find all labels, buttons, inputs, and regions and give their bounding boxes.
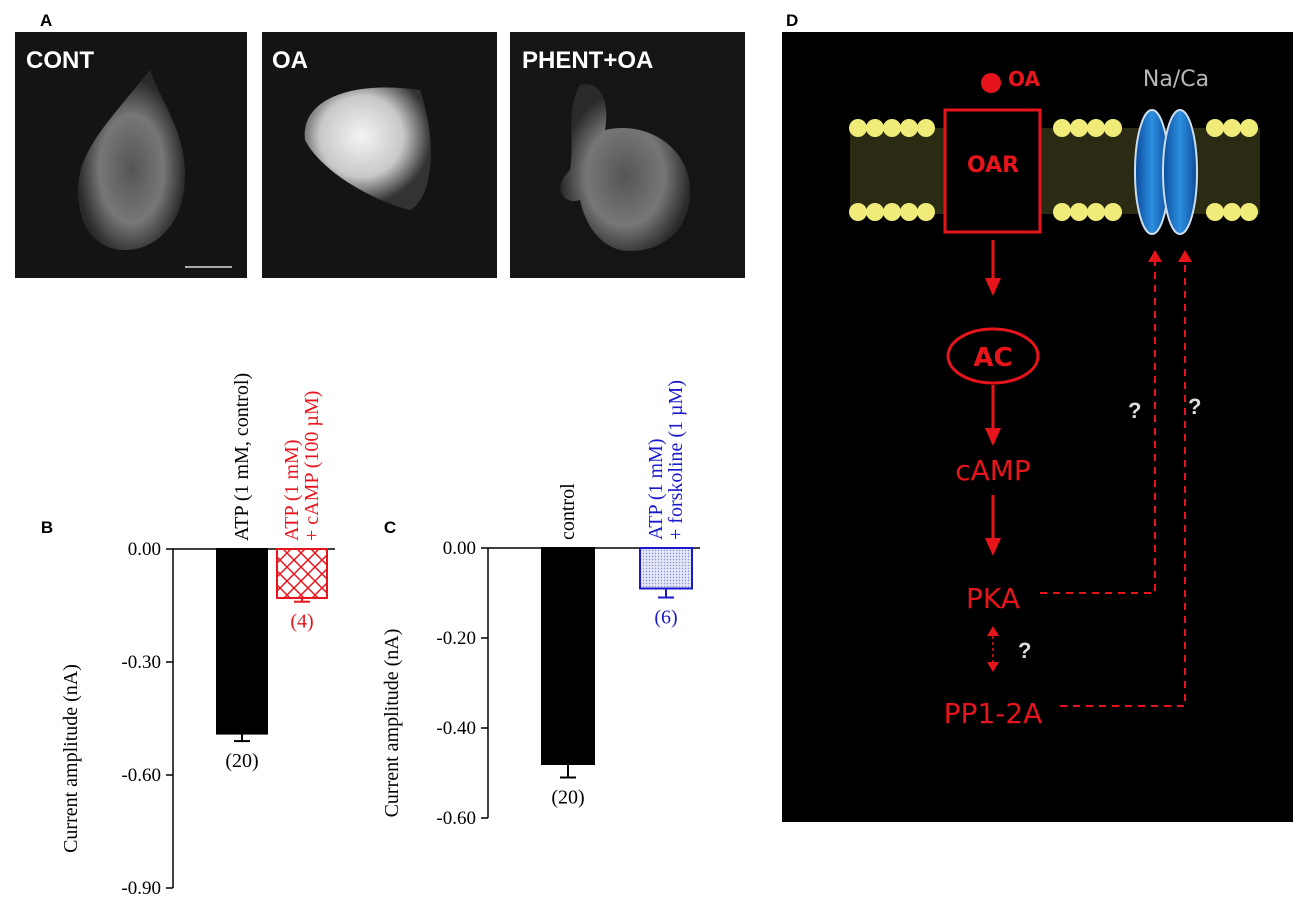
micrograph — [15, 32, 247, 278]
y-axis-label: Current amplitude (nA) — [60, 664, 82, 853]
category-label: + forskoline (1 µM) — [665, 380, 687, 540]
unknown-mark: ? — [1188, 394, 1201, 419]
node-label: PKA — [966, 582, 1020, 615]
node-ellipse — [946, 327, 1040, 385]
membrane-core — [850, 128, 1260, 214]
lipid-head — [1053, 203, 1071, 221]
category-label: ATP (1 mM) — [645, 439, 667, 540]
bar — [541, 547, 595, 765]
channel — [1134, 109, 1198, 235]
lipid-head — [900, 203, 918, 221]
ligand-dot — [981, 73, 1001, 93]
pathway-arrows — [985, 240, 1001, 556]
bar — [276, 548, 328, 599]
bar — [216, 548, 268, 735]
arrow-heads — [987, 250, 1192, 672]
lipid-head — [1070, 203, 1088, 221]
lipid-head — [917, 119, 935, 137]
y-tick-label: -0.60 — [436, 808, 476, 829]
y-tick-label: 0.00 — [128, 539, 161, 560]
lipid-head — [1087, 119, 1105, 137]
node-label: PP1-2A — [944, 697, 1043, 730]
lipid-head — [1223, 203, 1241, 221]
unknown-mark: ? — [1018, 638, 1031, 663]
lipid-head — [866, 119, 884, 137]
membrane — [849, 119, 1260, 221]
lipid-head — [849, 119, 867, 137]
micrograph — [510, 32, 745, 278]
y-tick-label: -0.60 — [121, 765, 161, 786]
lipid-head — [1240, 203, 1258, 221]
category-label: ATP (1 mM) — [281, 440, 303, 541]
node-label: cAMP — [955, 454, 1031, 487]
lipid-head — [883, 203, 901, 221]
image-label: PHENT+OA — [522, 47, 653, 74]
lipid-head — [900, 119, 918, 137]
y-axis-label: Current amplitude (nA) — [381, 629, 403, 818]
lipid-head — [883, 119, 901, 137]
lipid-head — [1223, 119, 1241, 137]
y-tick-label: -0.90 — [121, 878, 161, 899]
bar-annotation: (6) — [654, 607, 677, 629]
bar-annotation: (4) — [290, 611, 313, 633]
unknown-mark: ? — [1128, 398, 1141, 423]
lipid-head — [1104, 119, 1122, 137]
lipid-head — [1240, 119, 1258, 137]
y-tick-label: 0.00 — [443, 538, 476, 559]
panel-label: B — [41, 518, 53, 537]
ligand-label: OA — [1008, 67, 1040, 91]
lipid-head — [1206, 203, 1224, 221]
lipid-head — [1070, 119, 1088, 137]
lipid-head — [1087, 203, 1105, 221]
panel-label: D — [786, 11, 798, 30]
lipid-head — [1053, 119, 1071, 137]
y-tick-label: -0.30 — [121, 652, 161, 673]
category-label: control — [557, 483, 579, 540]
micrograph — [262, 32, 497, 278]
lipid-head — [1206, 119, 1224, 137]
bar-annotation: (20) — [551, 787, 584, 809]
bar — [639, 547, 693, 590]
receptor-label: OAR — [967, 153, 1019, 178]
lipid-head — [917, 203, 935, 221]
receptor-box — [943, 108, 1042, 234]
node-label: AC — [973, 343, 1012, 373]
dashed-links — [992, 258, 1186, 707]
y-tick-label: -0.40 — [436, 718, 476, 739]
lipid-head — [866, 203, 884, 221]
panel-label: C — [384, 518, 396, 537]
category-label: + cAMP (100 µM) — [301, 391, 323, 541]
channel-label: Na/Ca — [1143, 67, 1209, 92]
image-label: OA — [272, 47, 308, 74]
y-tick-label: -0.20 — [436, 628, 476, 649]
lipid-head — [1104, 203, 1122, 221]
bar-annotation: (20) — [225, 750, 258, 772]
category-label: ATP (1 mM, control) — [231, 373, 253, 541]
lipid-head — [849, 203, 867, 221]
panel-label: A — [40, 11, 52, 30]
image-label: CONT — [26, 47, 94, 74]
